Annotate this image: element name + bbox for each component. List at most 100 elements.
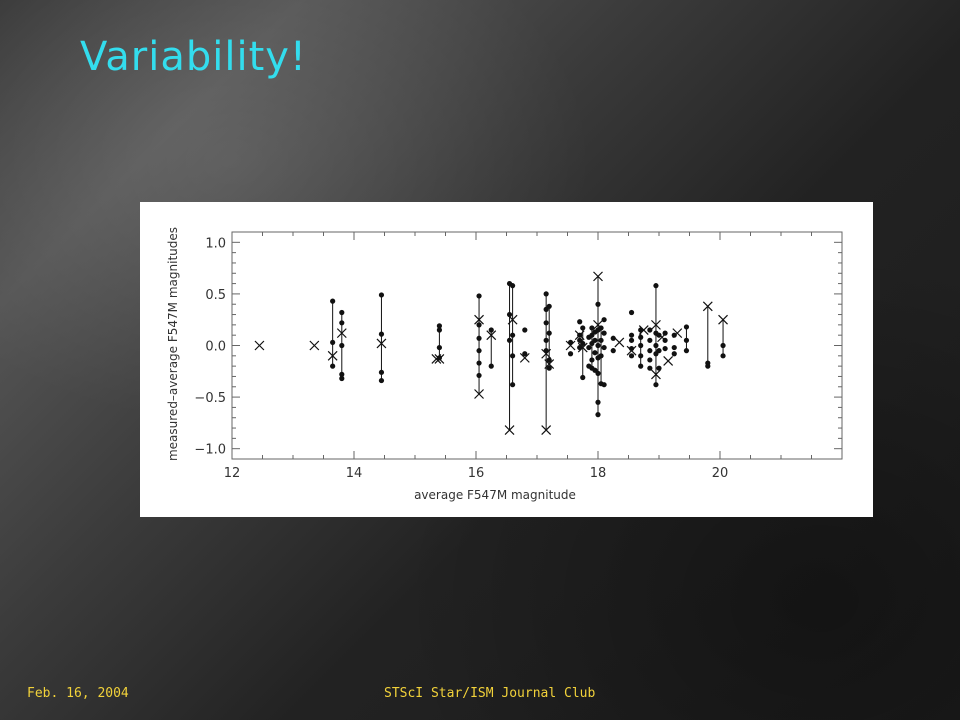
y-tick-label: −0.5 — [194, 391, 226, 406]
data-point-dot — [510, 332, 516, 338]
data-point-dot — [656, 365, 662, 371]
data-point-dot — [653, 382, 659, 388]
data-point-dot — [595, 412, 601, 418]
data-point-dot — [586, 344, 592, 351]
data-point-dot — [476, 348, 482, 354]
data-point-dot — [592, 337, 598, 343]
data-point-dot — [598, 337, 604, 343]
data-point-dot — [580, 325, 586, 331]
data-point-x — [541, 348, 552, 359]
data-point-dot — [595, 342, 601, 349]
data-point-dot — [601, 317, 607, 323]
plot-axes-box — [231, 231, 843, 460]
data-point-x — [574, 330, 585, 341]
data-point-x — [376, 338, 387, 349]
data-point-dot — [546, 365, 552, 371]
data-point-dot — [378, 292, 385, 298]
data-point-dot — [330, 298, 336, 304]
data-point-dot — [610, 348, 616, 354]
data-point-dot — [638, 363, 644, 369]
data-point-dot — [546, 330, 552, 336]
data-point-dot — [476, 360, 482, 366]
data-point-dot — [595, 399, 601, 405]
data-point-dot — [436, 323, 442, 329]
slide-title: Variability! — [80, 34, 307, 80]
data-point-x — [486, 330, 497, 341]
data-point-dot — [580, 374, 586, 381]
x-axis-label: average F547M magnitude — [414, 488, 576, 502]
y-tick-label: 1.0 — [205, 236, 226, 251]
data-point-dot — [662, 345, 668, 352]
data-point-dot — [330, 363, 336, 369]
data-point-dot — [598, 353, 604, 359]
data-point-x — [519, 352, 530, 363]
data-point-x — [541, 425, 552, 436]
data-point-dot — [653, 342, 659, 349]
x-tick-label: 16 — [468, 466, 485, 481]
data-point-x — [651, 319, 661, 330]
data-point-dot — [339, 371, 345, 377]
data-point-dot — [705, 363, 711, 369]
data-point-dot — [339, 320, 345, 326]
x-tick-label: 14 — [346, 466, 363, 481]
data-point-dot — [638, 334, 644, 340]
data-point-x — [474, 389, 484, 399]
data-point-dot — [647, 357, 653, 363]
data-point-dot — [647, 337, 653, 343]
x-tick-label: 12 — [224, 466, 241, 481]
data-point-dot — [653, 283, 659, 289]
data-point-x — [474, 314, 484, 325]
data-point-dot — [378, 369, 385, 375]
data-point-dot — [488, 327, 494, 333]
data-point-dot — [476, 293, 482, 299]
data-point-dot — [546, 303, 552, 309]
data-point-x — [309, 340, 320, 351]
data-point-dot — [330, 339, 336, 346]
data-point-dot — [656, 332, 662, 338]
data-point-dot — [436, 327, 442, 333]
data-point-dot — [476, 372, 482, 379]
data-point-dot — [510, 382, 516, 388]
data-point-dot — [476, 322, 482, 328]
data-point-dot — [589, 325, 595, 331]
data-point-dot — [628, 309, 635, 316]
data-point-dot — [510, 283, 516, 289]
y-tick-label: −1.0 — [194, 443, 226, 458]
data-point-dot — [543, 337, 549, 343]
data-point-dot — [378, 331, 385, 337]
data-point-x — [507, 314, 518, 325]
data-point-dot — [720, 342, 726, 349]
data-point-dot — [506, 337, 513, 343]
data-point-dot — [339, 375, 345, 382]
data-point-x — [577, 342, 588, 353]
footer-date: Feb. 16, 2004 — [27, 686, 129, 701]
data-point-dot — [656, 348, 662, 354]
data-point-dot — [683, 337, 690, 343]
data-point-x — [254, 340, 265, 351]
data-point-dot — [595, 301, 601, 307]
data-point-dot — [683, 324, 690, 330]
data-point-dot — [436, 344, 442, 351]
x-tick-label: 20 — [712, 466, 729, 481]
data-point-dot — [567, 351, 574, 357]
scatter-plot: 12 14 16 18 20 −1.0 −0.5 0.0 0.5 1.0 average F547… — [166, 227, 843, 502]
y-tick-label: 0.5 — [205, 288, 226, 303]
data-point-x — [327, 350, 338, 361]
data-point-x — [702, 301, 713, 312]
data-point-dot — [720, 353, 726, 359]
axis-ticks: 12 14 16 18 20 −1.0 −0.5 0.0 0.5 1.0 — [194, 231, 843, 481]
data-point-dot — [543, 320, 549, 326]
data-point-dot — [647, 365, 653, 371]
data-point-dot — [510, 353, 516, 359]
data-point-x — [657, 332, 667, 343]
dot-points — [330, 280, 726, 418]
data-point-x — [504, 425, 515, 436]
y-tick-label: 0.0 — [205, 340, 226, 355]
data-point-dot — [339, 342, 345, 349]
data-point-dot — [601, 382, 607, 388]
data-point-dot — [543, 291, 549, 297]
data-point-dot — [589, 357, 595, 363]
data-point-dot — [638, 353, 644, 359]
data-point-x — [544, 359, 555, 369]
x-tick-label: 18 — [590, 466, 607, 481]
